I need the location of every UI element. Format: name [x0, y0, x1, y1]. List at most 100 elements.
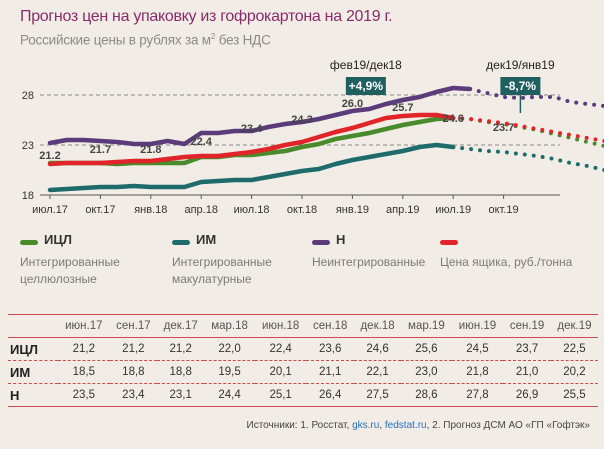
x-tick-label: апр.19: [386, 204, 419, 216]
table-cell: 18,8: [122, 366, 145, 378]
table-cell: 20,1: [269, 366, 292, 378]
x-tick-label: июл.19: [435, 204, 471, 216]
series-line-im: [47, 142, 456, 193]
data-label: 21.8: [140, 144, 161, 156]
table-cell: 20,2: [563, 366, 586, 378]
legend-swatch-box: [440, 240, 458, 245]
data-label: 22.4: [190, 136, 212, 148]
legend-swatch-icl: [20, 240, 38, 245]
table-cell: 22,5: [563, 343, 586, 355]
table-header-row: июн.17 сен.17 дек.17 мар.18 июн.18 сен.18 дек.…: [8, 314, 598, 338]
table-col-header: дек.17: [157, 314, 205, 338]
data-label: 25.7: [392, 102, 413, 114]
sources-note: Источники: 1. Росстат, gks.ru, fedstat.r…: [246, 420, 591, 431]
x-tick-label: апр.18: [184, 204, 217, 216]
legend-name-im: ИМ: [196, 232, 217, 247]
data-label: 24.3: [291, 114, 312, 126]
series-line-box: [47, 112, 456, 167]
table-col-header: дек.19: [550, 314, 598, 338]
legend-name-n: Н: [336, 232, 346, 247]
table-row-label: ИЦЛ: [10, 341, 38, 357]
table-body: ИЦЛ 21,2 21,2 21,2 22,0 22,4 23,6 24,6 25,6 24,5 2…: [8, 338, 598, 407]
table-cell: 28,6: [415, 389, 438, 401]
table-col-header: июн.18: [254, 314, 307, 338]
price-chart: 18 23 28 июл.17 окт.17 янв.18 апр.18 июл.18 окт.…: [22, 58, 604, 216]
table-cell: 22,1: [366, 366, 389, 378]
legend-swatch-n: [312, 240, 330, 245]
chart-title: Прогноз цен на упаковку из гофрокартона …: [20, 8, 393, 25]
x-tick-label: янв.19: [336, 204, 369, 216]
legend-desc-box: Цена ящика, руб./тонна: [440, 255, 573, 269]
callout-right-value: -8,7%: [505, 79, 537, 93]
table-cell: 19,5: [218, 366, 241, 378]
table-cell: 27,5: [366, 389, 389, 401]
table-row: ИЦЛ 21,2 21,2 21,2 22,0 22,4 23,6 24,6 25,6 24,5 2…: [8, 338, 598, 361]
table-col-header: июн.17: [58, 314, 110, 338]
data-label: 21.7: [90, 144, 111, 156]
source-link-gks[interactable]: gks.ru: [352, 420, 380, 431]
table-cell: 26,4: [319, 389, 342, 401]
data-label: 26.0: [342, 98, 363, 110]
data-label: 24.6: [442, 113, 463, 125]
table-cell: 23,1: [169, 389, 192, 401]
table-cell: 23,7: [515, 343, 539, 355]
legend-desc-im: Интегрированные макулатурные: [172, 255, 272, 286]
y-tick-label: 18: [22, 190, 34, 202]
table-cell: 23,5: [72, 389, 95, 401]
table-row: ИМ 18,5 18,8 18,8 19,5 20,1 21,1 22,1 23,0 21,8 21…: [8, 361, 598, 384]
price-table: июн.17 сен.17 дек.17 мар.18 июн.18 сен.18 дек.…: [8, 314, 598, 407]
table-cell: 22,4: [269, 343, 292, 355]
table-col-header: сен.18: [306, 314, 354, 338]
table-cell: 24,4: [218, 389, 241, 401]
x-tick-label: янв.18: [134, 204, 167, 216]
table-cell: 25,5: [563, 389, 586, 401]
table-row-label: ИМ: [10, 364, 31, 380]
data-label: 21.2: [39, 150, 60, 162]
table-cell: 26,9: [515, 389, 539, 401]
data-label: 23.4: [241, 123, 263, 135]
table-cell: 21,8: [466, 366, 489, 378]
table-col-header: сен.19: [503, 314, 551, 338]
table-cell: 21,0: [515, 366, 539, 378]
table-cell: 23,0: [415, 366, 438, 378]
x-tick-label: окт.19: [489, 204, 519, 216]
legend-desc-icl: Интегрированные целлюлозные: [20, 255, 120, 286]
series-line-n: [47, 85, 473, 147]
table-cell: 21,2: [122, 343, 145, 355]
callout-left-box: [345, 77, 386, 95]
table-cell: 24,5: [466, 343, 489, 355]
legend-desc-n: Неинтегрированные: [312, 255, 426, 269]
table-col-header: дек.18: [354, 314, 402, 338]
x-tick-label: июл.17: [32, 204, 68, 216]
series-forecast-im: [451, 145, 604, 172]
table-cell: 27,8: [466, 389, 489, 401]
data-label: 23.7: [493, 122, 514, 134]
callout-right-box: [500, 77, 541, 95]
y-tick-label: 28: [22, 90, 34, 102]
x-tick-label: окт.17: [85, 204, 115, 216]
x-tick-label: июл.18: [234, 204, 270, 216]
table-cell: 24,6: [366, 343, 389, 355]
series-forecast-box: [451, 116, 604, 143]
table-cell: 18,5: [72, 366, 95, 378]
table-col-header: мар.18: [204, 314, 255, 338]
table-cell: 21,2: [169, 343, 192, 355]
table-col-header: мар.19: [401, 314, 452, 338]
table-cell: 23,4: [122, 389, 145, 401]
table-cell: 25,1: [269, 389, 292, 401]
table-cell: 18,8: [169, 366, 192, 378]
source-link-fedstat[interactable]: fedstat.ru: [384, 420, 427, 431]
legend-name-icl: ИЦЛ: [44, 232, 72, 247]
table-cell: 21,1: [319, 366, 342, 378]
table-corner: [8, 314, 58, 338]
callout-right-label: дек19/янв19: [486, 58, 555, 72]
table-col-header: июн.19: [451, 314, 504, 338]
table-cell: 21,2: [72, 343, 95, 355]
table-cell: 23,6: [319, 343, 342, 355]
callout-left-value: +4,9%: [349, 79, 384, 93]
table-row: Н 23,5 23,4 23,1 24,4 25,1 26,4 27,5 28,6 27,8 26,…: [8, 384, 598, 407]
table-row-label: Н: [10, 387, 20, 403]
y-tick-label: 23: [22, 140, 34, 152]
x-tick-label: окт.18: [287, 204, 317, 216]
callout-left-label: фев19/дек18: [330, 58, 402, 72]
